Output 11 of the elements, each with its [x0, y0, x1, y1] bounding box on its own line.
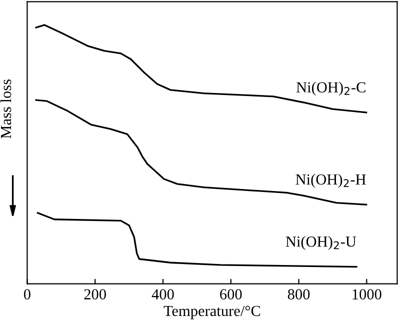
series-label: Ni(OH)$_{2}$-U	[286, 236, 356, 250]
series-label: Ni(OH)$_{2}$-H	[296, 174, 366, 188]
x-tick-label: 200	[84, 289, 106, 300]
x-tick-label: 1000	[352, 289, 382, 300]
series-label: Ni(OH)$_{2}$-C	[296, 82, 366, 96]
x-axis-title: Temperature/°C	[164, 306, 260, 320]
y-axis-title: Mass loss	[0, 80, 12, 138]
x-tick-label: 800	[288, 289, 310, 300]
x-tick-label: 400	[152, 289, 174, 300]
x-tick-label: 600	[220, 289, 242, 300]
x-tick-label: 0	[24, 289, 30, 300]
